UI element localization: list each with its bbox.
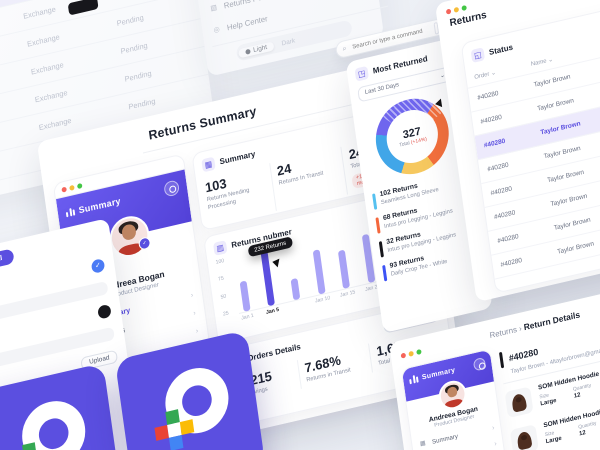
toggle-on-icon[interactable]: ✓ [90,258,106,274]
color-marker [372,193,377,210]
chart-bar[interactable] [281,241,305,301]
minimize-icon[interactable] [453,6,460,13]
color-marker [375,217,381,234]
zoom-icon[interactable] [416,348,422,355]
color-marker [382,264,387,282]
y-axis-tick: 25 [222,310,230,318]
hoodie-photo [511,392,528,413]
breadcrumb-current: Return Details [523,309,581,333]
accent-bar [498,351,505,369]
breadcrumb-returns[interactable]: Returns [488,324,518,341]
box-icon: ◳ [354,65,369,82]
product-image [504,386,534,419]
x-axis-label: Jan 10 [314,295,331,305]
chevron-right-icon: › [192,309,197,317]
color-marker [378,241,384,258]
color-swatch-black[interactable] [97,303,112,320]
x-axis-label: Jan 15 [339,289,356,299]
date-cell: Jan 29th, 2020 [0,151,43,182]
theme-dark-option[interactable]: Dark [281,36,296,47]
y-axis-tick: 75 [217,275,225,284]
status-icon: ◱ [470,47,486,64]
breadcrumb: Returns › Return Details [488,309,581,341]
search-icon: ⌕ [342,44,347,53]
workspace-button[interactable] [163,179,180,198]
logo-plus-icon [153,406,196,450]
workspace-button[interactable] [472,356,487,372]
chart-bar[interactable]: Jan 15 [331,230,356,299]
app-logo-icon [65,207,76,217]
zoom-icon[interactable] [76,182,83,189]
app-logo-label: Summary [77,195,122,215]
donut-chart: 327 Total (+14%) [371,91,454,182]
menu-icon: ▧ [209,3,218,13]
y-axis-tick: 100 [215,257,225,266]
menu-icon: ◎ [213,25,221,34]
x-axis-label: Jan 5 [265,306,280,316]
minimize-icon[interactable] [408,350,414,357]
close-icon[interactable] [445,8,452,15]
x-axis-label: Jan 1 [240,312,255,322]
y-axis-tick: 50 [220,293,227,301]
stat-block: 103 Returns Needing Processing [204,175,250,212]
window-controls[interactable] [61,182,83,193]
chevron-right-icon: › [493,439,498,448]
close-icon[interactable] [61,186,67,193]
status-table-card: ◱ Status All 8 Open Order ⌄ Name ⌄ Statu… [460,0,600,294]
logo-ring-icon [18,394,90,450]
chart-icon: ▥ [213,240,228,256]
theme-light-option[interactable]: Light [238,40,275,58]
order-id: #40280 [508,346,539,364]
summary-icon: ▦ [201,156,216,173]
zoom-icon[interactable] [461,4,467,12]
chevron-right-icon: › [190,291,194,299]
chart-bar[interactable]: Jan 1 [231,253,255,322]
menu-icon: ▦ [419,439,426,448]
chevron-right-icon: › [195,327,199,335]
app-logo-icon [409,374,419,385]
product-image [509,424,539,450]
minimize-icon[interactable] [69,184,75,191]
verified-badge-icon: ✓ [137,236,152,251]
hoodie-photo [516,430,533,450]
window-controls[interactable] [400,348,422,359]
chevron-right-icon: › [491,423,495,432]
radio-dot-icon [245,48,251,55]
chart-bar[interactable]: Jan 10 [306,235,331,305]
close-icon[interactable] [400,352,407,359]
